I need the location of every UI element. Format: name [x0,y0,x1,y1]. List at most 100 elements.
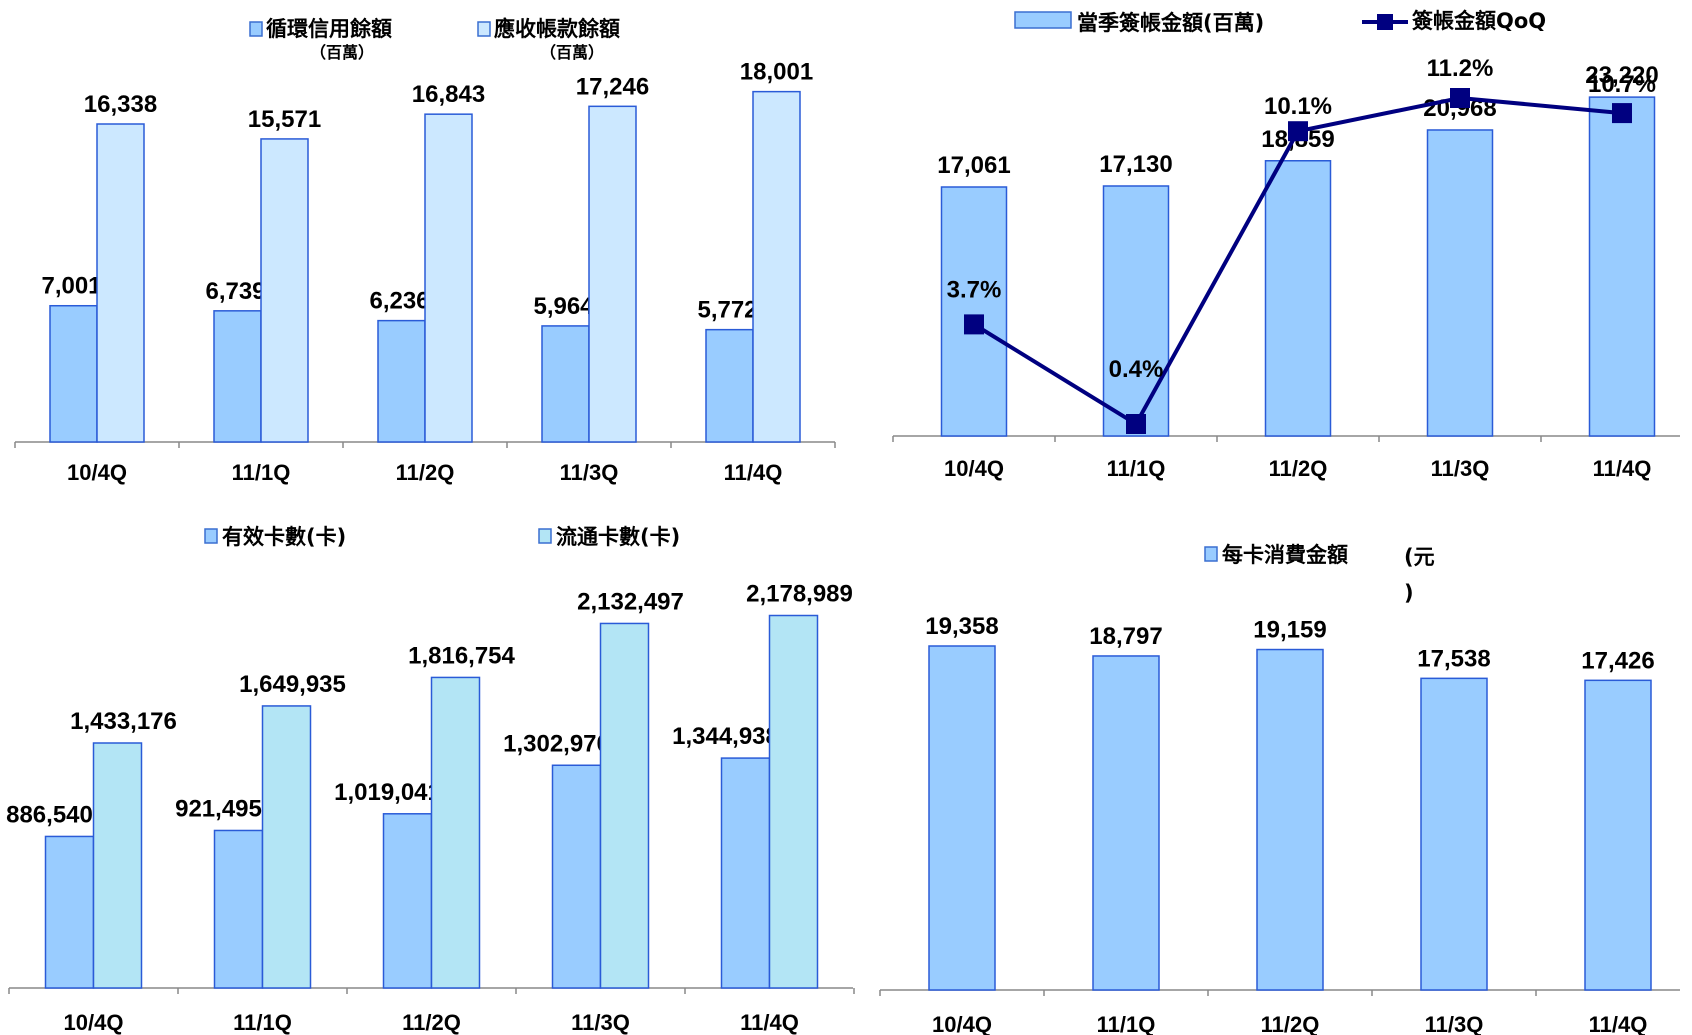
legend-label-receivable: 應收帳款餘額 [494,17,620,41]
bar-p3-s1 [551,764,602,989]
legend-panel2: 當季簽帳金額(百萬) 簽帳金額QoQ [1014,9,1546,35]
bar-p1-s2 [424,113,473,443]
data-label-p3-s1: 1,344,938 [672,723,779,750]
bar-p3-s1 [720,757,771,989]
qoq-label: 10.1% [1264,93,1332,120]
bar-p4-s1 [1584,679,1652,991]
data-label-p1-s1: 7,001 [41,273,101,300]
x-tick-label-p4: 11/4Q [1589,1012,1648,1035]
bar-p2-s1 [1426,129,1494,437]
data-label-p3-s2: 1,649,935 [239,671,346,698]
x-tick-label-p1: 11/3Q [560,460,619,485]
bar-p3-s2 [430,676,481,989]
data-label-p3-s2: 1,816,754 [408,642,515,669]
data-label-p1-s1: 6,236 [369,288,429,315]
qoq-label: 10.7% [1588,71,1656,98]
data-label-p3-s1: 1,019,041 [334,779,441,806]
data-label-p1-s1: 6,739 [205,278,265,305]
bar-p4-s1 [1256,648,1324,991]
legend-sub-receivable: （百萬） [540,43,604,62]
x-tick-label-p4: 11/1Q [1097,1012,1156,1035]
qoq-marker [1126,414,1146,434]
bar-p3-s2 [261,705,312,989]
legend-marker-qoq [1377,14,1393,30]
bar-p3-s2 [92,742,143,989]
bar-p3-s1 [44,835,95,989]
x-tick-label-p1: 11/4Q [724,460,783,485]
x-tick-label-p2: 11/4Q [1593,456,1652,481]
x-tick-label-p2: 11/3Q [1431,456,1490,481]
legend-swatch-billing [1014,11,1072,29]
legend-swatch-spend-per-card [1204,546,1218,562]
bar-p4-s1 [1420,677,1488,991]
qoq-marker [964,314,984,335]
bar-p1-s1 [49,304,98,443]
data-label-p4-s1: 18,797 [1089,623,1162,650]
data-label-p1-s2: 18,001 [740,59,813,86]
data-label-p1-s1: 5,964 [533,293,594,320]
data-label-p2-s1: 23,220 [1585,62,1658,89]
legend-swatch-receivable [477,21,491,37]
data-label-p3-s1: 921,495 [175,795,262,822]
x-tick-label-p3: 11/2Q [402,1010,461,1035]
bar-p1-s2 [588,105,637,443]
x-tick-label-p1: 11/2Q [396,460,455,485]
bar-p1-s2 [260,138,309,443]
data-label-p4-s1: 17,538 [1417,645,1490,672]
data-label-p1-s2: 15,571 [248,106,321,133]
bar-p3-s1 [213,829,264,989]
data-label-p4-s1: 17,426 [1581,647,1654,674]
bar-p1-s2 [96,123,145,443]
data-label-p1-s2: 16,338 [84,91,157,118]
legend-label-active-cards: 有效卡數(卡) [222,525,346,549]
data-label-p4-s1: 19,358 [925,613,998,640]
bar-p1-s1 [377,319,426,443]
x-tick-label-p4: 10/4Q [932,1012,992,1035]
bar-p2-s1 [940,186,1008,437]
bar-p2-s1 [1102,185,1170,437]
bar-p4-s1 [928,645,996,991]
qoq-label: 11.2% [1427,55,1494,82]
bar-p3-s2 [599,622,650,989]
qoq-label: 0.4% [1109,356,1164,383]
data-label-p2-s1: 17,061 [937,152,1010,179]
legend-label-spend-per-card-unit-close: ) [1404,581,1414,605]
bar-p3-s2 [768,614,819,989]
legend-panel4: 每卡消費金額 (元 ) [1204,543,1435,605]
x-tick-label-p3: 11/1Q [233,1010,292,1035]
legend-sub-revolving: （百萬） [310,43,374,62]
bar-p1-s1 [705,328,754,443]
x-tick-label-p4: 11/2Q [1261,1012,1320,1035]
bar-p2-s1 [1588,96,1656,437]
x-tick-label-p3: 11/3Q [571,1010,630,1035]
x-tick-label-p4: 11/3Q [1425,1012,1484,1035]
x-tick-label-p2: 11/1Q [1107,456,1166,481]
bar-p3-s1 [382,813,433,989]
legend-label-circulating-cards: 流通卡數(卡) [556,525,680,549]
data-label-p2-s1: 17,130 [1099,151,1172,178]
qoq-marker [1612,103,1632,124]
data-label-p4-s1: 19,159 [1253,617,1326,644]
legend-label-spend-per-card-unit: (元 [1404,545,1435,569]
x-tick-label-p1: 11/1Q [232,460,291,485]
data-label-p3-s2: 2,178,989 [746,581,853,608]
x-tick-label-p3: 10/4Q [64,1010,124,1035]
x-tick-label-p3: 11/4Q [740,1010,799,1035]
x-tick-label-p1: 10/4Q [67,460,127,485]
data-label-p1-s2: 16,843 [412,81,485,108]
data-label-p1-s1: 5,772 [697,297,757,324]
bar-p1-s2 [752,90,801,443]
legend-swatch-active-cards [204,528,218,544]
bar-p1-s1 [541,325,590,443]
bar-p4-s1 [1092,655,1160,991]
legend-panel1: 循環信用餘額 （百萬） 應收帳款餘額 （百萬） [249,17,620,62]
bar-p1-s1 [213,310,262,443]
legend-swatch-circulating-cards [538,528,552,544]
qoq-label: 3.7% [947,276,1002,303]
legend-label-revolving: 循環信用餘額 [266,17,392,41]
data-label-p3-s2: 1,433,176 [70,708,177,735]
x-tick-label-p2: 11/2Q [1269,456,1328,481]
legend-label-billing: 當季簽帳金額(百萬) [1077,11,1264,35]
data-label-p3-s2: 2,132,497 [577,588,684,615]
